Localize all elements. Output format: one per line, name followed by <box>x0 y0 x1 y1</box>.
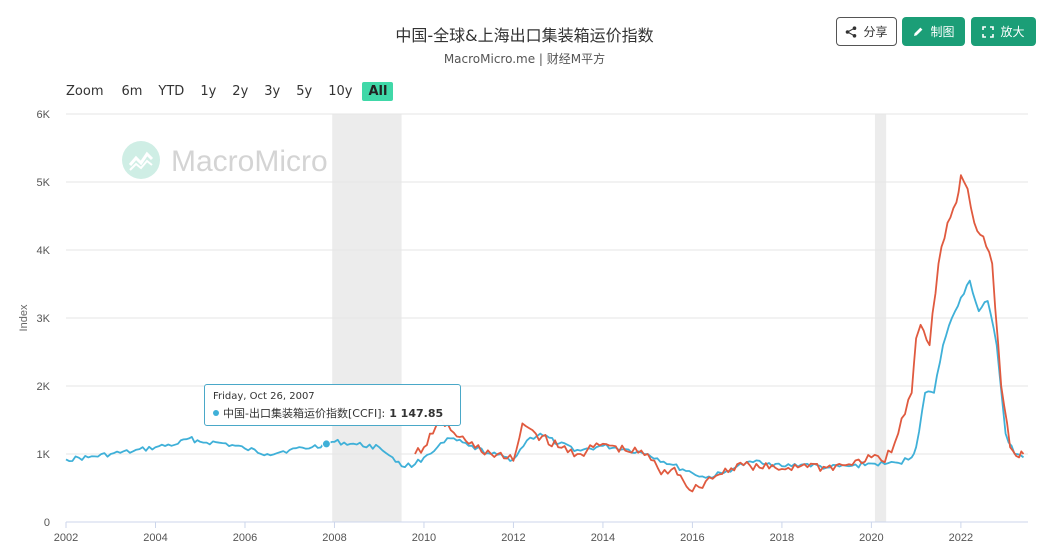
x-tick-label: 2006 <box>233 532 257 544</box>
x-tick-label: 2004 <box>143 532 167 544</box>
y-axis-label: Index <box>18 304 30 331</box>
chart-builder-button[interactable]: 制图 <box>902 17 965 46</box>
y-tick-label: 2K <box>37 381 51 393</box>
range-3y-button[interactable]: 3y <box>264 83 281 99</box>
highlighted-point <box>321 439 331 449</box>
y-tick-label: 1K <box>37 449 51 461</box>
watermark: MacroMicro <box>121 140 328 184</box>
chart-builder-label: 制图 <box>930 25 955 39</box>
range-6m-button[interactable]: 6m <box>121 83 143 99</box>
y-tick-label: 3K <box>37 313 51 325</box>
y-tick-label: 6K <box>37 109 51 121</box>
x-tick-label: 2008 <box>322 532 346 544</box>
tooltip-value: 1 147.85 <box>389 406 444 420</box>
series-line <box>414 174 1025 493</box>
y-tick-label: 5K <box>37 177 51 189</box>
x-tick-label: 2002 <box>54 532 78 544</box>
tooltip-series-name: 中国-出口集装箱运价指数[CCFI]: <box>223 407 386 420</box>
range-ytd-button[interactable]: YTD <box>158 83 185 99</box>
watermark-text: MacroMicro <box>171 145 328 178</box>
x-tick-label: 2022 <box>949 532 973 544</box>
range-10y-button[interactable]: 10y <box>328 83 353 99</box>
y-tick-label: 0 <box>44 517 50 529</box>
enlarge-label: 放大 <box>1000 25 1025 39</box>
tooltip-date: Friday, Oct 26, 2007 <box>213 391 315 402</box>
x-tick-label: 2012 <box>501 532 525 544</box>
enlarge-button[interactable]: 放大 <box>971 17 1036 46</box>
range-selector: Zoom 6m YTD 1y 2y 3y 5y 10y All <box>66 80 397 102</box>
range-5y-button[interactable]: 5y <box>296 83 313 99</box>
x-tick-label: 2020 <box>859 532 883 544</box>
x-tick-label: 2018 <box>770 532 794 544</box>
watermark-logo-icon <box>121 140 161 184</box>
range-2y-button[interactable]: 2y <box>232 83 249 99</box>
chart-tooltip: Friday, Oct 26, 2007 中国-出口集装箱运价指数[CCFI]:… <box>204 384 461 426</box>
range-1y-button[interactable]: 1y <box>200 83 217 99</box>
tooltip-series-marker <box>213 410 219 416</box>
chart-title: 中国-全球&上海出口集装箱运价指数 <box>395 26 654 45</box>
range-all-button[interactable]: All <box>362 81 394 101</box>
share-label: 分享 <box>863 25 888 39</box>
x-tick-label: 2016 <box>680 532 704 544</box>
pencil-icon <box>912 26 924 38</box>
x-tick-label: 2014 <box>591 532 615 544</box>
y-tick-label: 4K <box>37 245 51 257</box>
share-button[interactable]: 分享 <box>836 17 897 46</box>
chart-subtitle: MacroMicro.me | 财经M平方 <box>443 52 606 66</box>
expand-icon <box>982 25 995 38</box>
range-selector-label: Zoom <box>66 83 104 99</box>
x-tick-label: 2010 <box>412 532 436 544</box>
share-icon <box>845 25 857 38</box>
